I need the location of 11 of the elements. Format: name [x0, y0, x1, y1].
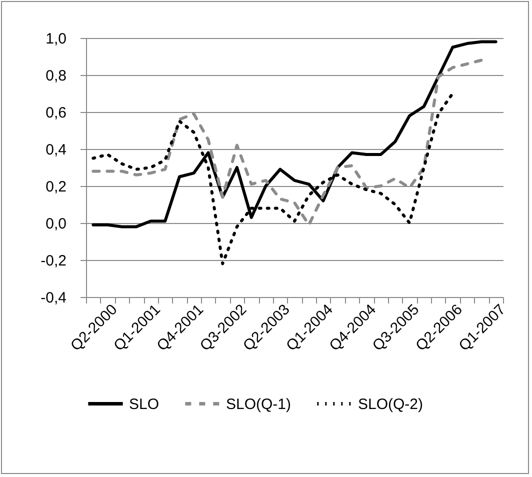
y-tick-label: 0,0	[46, 216, 66, 232]
y-tick-label: 0,8	[46, 68, 66, 84]
legend-label: SLO	[129, 396, 160, 413]
legend-label: SLO(Q-2)	[358, 396, 424, 413]
legend-label: SLO(Q-1)	[226, 396, 292, 413]
y-tick-label: -0,2	[40, 252, 66, 270]
y-tick-label: 1,0	[46, 30, 66, 48]
y-tick-label: 0,4	[46, 142, 66, 158]
y-tick-label: 0,2	[46, 178, 66, 196]
y-tick-label: -0,4	[40, 290, 66, 306]
y-tick-label: 0,6	[46, 104, 66, 122]
